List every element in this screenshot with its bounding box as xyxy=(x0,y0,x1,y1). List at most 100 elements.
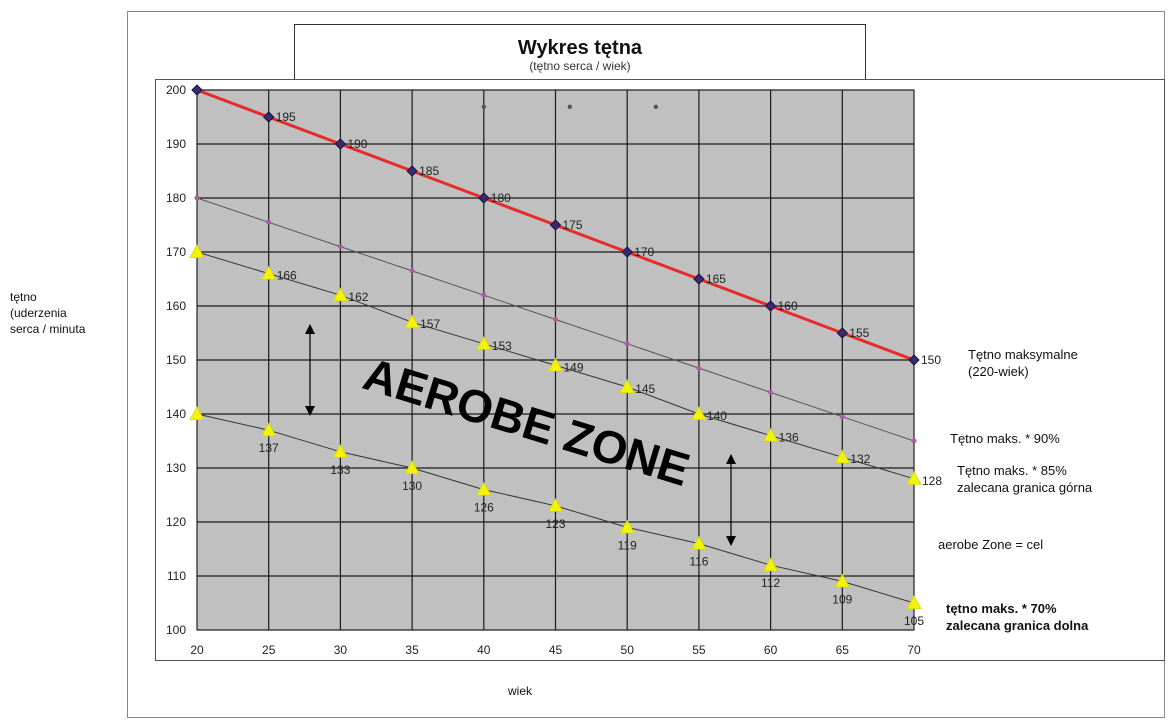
chart-subtitle: (tętno serca / wiek) xyxy=(529,59,631,73)
x-tick-label: 20 xyxy=(190,643,204,657)
point-p85 xyxy=(691,406,707,421)
point-p85 xyxy=(404,314,420,329)
y-tick-label: 200 xyxy=(166,83,186,97)
x-tick-label: 60 xyxy=(764,643,778,657)
point-p70 xyxy=(189,406,205,421)
data-label-p70: 116 xyxy=(689,555,708,569)
stray-point xyxy=(653,104,659,110)
legend-zone-line: aerobe Zone = cel xyxy=(938,537,1044,552)
data-label-max: 165 xyxy=(706,272,726,286)
point-p70 xyxy=(619,519,635,534)
data-label-max: 150 xyxy=(921,353,941,367)
point-p85 xyxy=(261,265,277,280)
data-label-p70: 133 xyxy=(330,463,350,477)
x-tick-label: 25 xyxy=(262,643,276,657)
legend-p70-line: zalecana granica dolna xyxy=(946,618,1089,633)
legend-max-line: Tętno maksymalne xyxy=(968,347,1078,362)
legend-p90-line: Tętno maks. * 90% xyxy=(950,431,1060,446)
point-p90 xyxy=(481,292,487,298)
legend-p85-line: zalecana granica górna xyxy=(957,480,1093,495)
point-p90 xyxy=(696,365,702,371)
point-max xyxy=(764,300,777,312)
y-tick-label: 140 xyxy=(166,407,186,421)
legend-max: Tętno maksymalne (220-wiek) xyxy=(968,346,1078,380)
point-p70 xyxy=(906,595,922,609)
data-label-p85: 153 xyxy=(492,339,512,353)
zone-arrow-right-head xyxy=(726,454,736,464)
point-max xyxy=(693,273,705,285)
legend-zone: aerobe Zone = cel xyxy=(938,536,1043,553)
point-p85 xyxy=(906,470,922,485)
y-tick-label: 190 xyxy=(166,137,186,151)
data-label-p85: 162 xyxy=(348,290,368,304)
point-p70 xyxy=(261,422,277,437)
point-p70 xyxy=(691,535,707,550)
point-p70 xyxy=(762,557,779,572)
point-max xyxy=(549,219,562,231)
stray-point xyxy=(567,104,573,110)
y-axis-label-line: tętno xyxy=(10,290,37,304)
data-label-p70: 105 xyxy=(904,614,924,628)
data-label-p70: 109 xyxy=(832,592,852,606)
x-tick-label: 70 xyxy=(907,643,921,657)
x-tick-label: 55 xyxy=(692,643,706,657)
data-label-p85: 132 xyxy=(850,452,870,466)
point-max xyxy=(621,246,633,258)
x-tick-label: 40 xyxy=(477,643,491,657)
zone-arrow-left-head xyxy=(305,406,315,416)
point-p90 xyxy=(266,219,272,225)
zone-arrow-left-head xyxy=(305,324,315,334)
point-p90 xyxy=(553,317,558,322)
y-tick-label: 100 xyxy=(166,623,186,637)
point-max xyxy=(478,192,490,204)
data-label-p85: 166 xyxy=(277,269,297,283)
data-label-max: 175 xyxy=(563,218,583,232)
point-p70 xyxy=(834,573,850,588)
point-p70 xyxy=(404,460,420,475)
y-tick-label: 130 xyxy=(166,461,186,475)
y-tick-label: 120 xyxy=(166,515,186,529)
point-max xyxy=(334,138,347,150)
y-axis-label-line: serca / minuta xyxy=(10,322,86,336)
x-tick-label: 65 xyxy=(836,643,850,657)
point-p85 xyxy=(834,449,850,464)
data-label-p70: 119 xyxy=(618,538,637,552)
x-tick-label: 30 xyxy=(334,643,348,657)
data-label-p85: 157 xyxy=(420,317,440,331)
point-p85 xyxy=(189,244,205,259)
point-p85 xyxy=(547,357,564,372)
data-label-p85: 128 xyxy=(922,474,942,488)
legend-p70-line: tętno maks. * 70% xyxy=(946,601,1057,616)
point-p90 xyxy=(409,268,415,274)
point-max xyxy=(406,165,418,177)
data-label-p85: 149 xyxy=(564,360,584,374)
point-p90 xyxy=(768,389,774,395)
legend-p70: tętno maks. * 70% zalecana granica dolna xyxy=(946,600,1088,634)
point-p90 xyxy=(337,244,343,250)
legend-p85: Tętno maks. * 85% zalecana granica górna xyxy=(957,462,1092,496)
point-max xyxy=(191,84,203,96)
data-label-p70: 112 xyxy=(761,576,780,590)
data-label-max: 170 xyxy=(634,245,654,259)
point-max xyxy=(262,111,275,123)
y-tick-label: 160 xyxy=(166,299,186,313)
x-tick-label: 50 xyxy=(621,643,635,657)
legend-p85-line: Tętno maks. * 85% xyxy=(957,463,1067,478)
data-label-max: 185 xyxy=(419,164,439,178)
data-label-p70: 137 xyxy=(259,441,279,455)
y-tick-label: 110 xyxy=(167,569,186,583)
y-tick-label: 170 xyxy=(166,245,186,259)
chart-title: Wykres tętna xyxy=(517,37,643,59)
point-p90 xyxy=(839,414,845,420)
data-label-p70: 123 xyxy=(545,517,565,531)
data-label-max: 155 xyxy=(849,326,869,340)
point-p85 xyxy=(762,427,779,442)
stray-point xyxy=(481,104,486,110)
data-label-max: 160 xyxy=(778,299,798,313)
x-axis-label: wiek xyxy=(508,684,533,698)
data-label-max: 190 xyxy=(347,137,367,151)
data-label-p85: 140 xyxy=(707,409,727,423)
data-label-max: 180 xyxy=(491,191,511,205)
plot-frame xyxy=(155,79,1165,661)
